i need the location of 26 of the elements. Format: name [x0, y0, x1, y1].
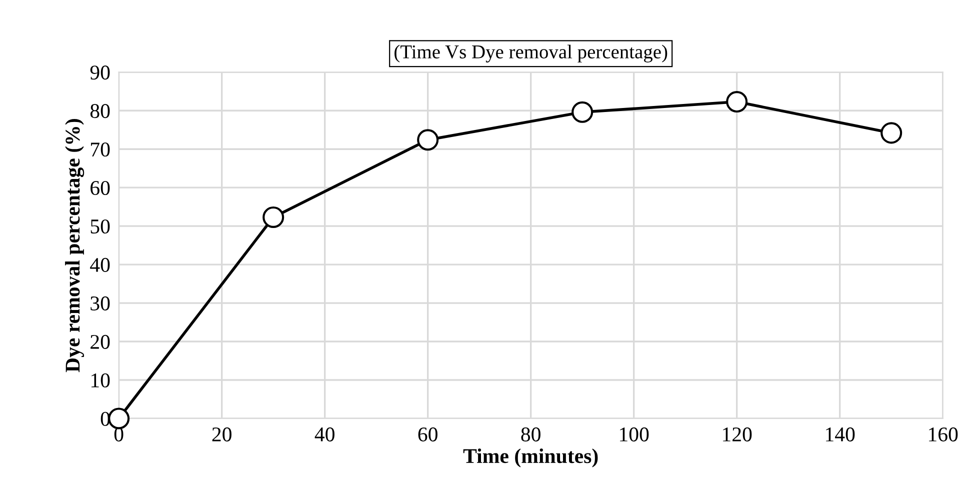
y-tick-label: 10 — [91, 373, 110, 388]
point — [108, 408, 130, 430]
y-tick-label: 40 — [90, 258, 110, 272]
chart-title: (Time Vs Dye removal percentage) — [394, 44, 668, 62]
point — [880, 122, 902, 144]
x-tick-label: 120 — [723, 427, 752, 442]
y-tick-label: 50 — [90, 219, 110, 234]
x-tick-label: 40 — [314, 427, 334, 442]
y-tick-label: 90 — [90, 66, 110, 80]
point — [726, 91, 748, 113]
point — [572, 101, 594, 123]
x-tick-label: 140 — [826, 427, 855, 442]
x-axis-title: Time (minutes) — [463, 448, 598, 468]
x-tick-label: 60 — [418, 427, 438, 442]
y-axis-title: Dye removal percentage (%) — [65, 119, 84, 372]
y-tick-label: 80 — [90, 104, 110, 118]
y-tick-label: 60 — [90, 180, 110, 196]
x-tick-label: 80 — [521, 427, 540, 442]
x-tick-label: 100 — [620, 427, 649, 442]
point — [417, 129, 439, 151]
x-tick-label: 20 — [212, 427, 232, 442]
y-tick-label: 20 — [90, 334, 110, 349]
x-tick-label: 160 — [929, 427, 958, 442]
y-tick-label: 70 — [91, 142, 110, 157]
y-tick-label: 30 — [90, 296, 110, 310]
point — [262, 206, 284, 228]
